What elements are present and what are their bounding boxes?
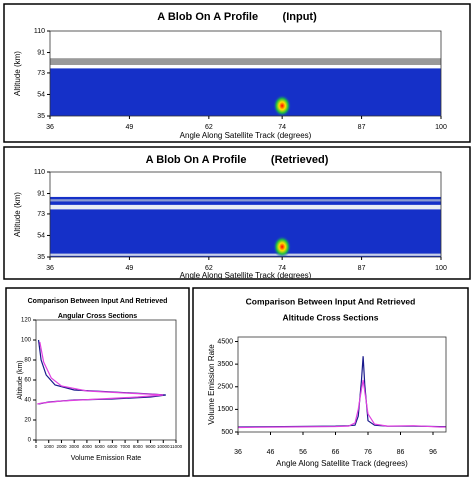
x-tick-label: 46 — [267, 449, 275, 456]
heat-band — [50, 58, 441, 65]
x-tick-label: 10000 — [157, 444, 170, 449]
y-tick-label: 120 — [21, 318, 32, 324]
y-tick-label: 500 — [221, 429, 233, 436]
x-tick-label: 76 — [364, 449, 372, 456]
x-tick-label: 100 — [435, 265, 447, 272]
x-tick-label: 2000 — [56, 444, 67, 449]
x-tick-label: 9000 — [146, 444, 157, 449]
x-tick-label: 100 — [435, 124, 447, 131]
x-tick-label: 36 — [234, 449, 242, 456]
x-tick-label: 3000 — [69, 444, 80, 449]
panel-frame — [5, 287, 190, 477]
x-tick-label: 7000 — [120, 444, 131, 449]
x-axis-label: Angle Along Satellite Track (degrees) — [276, 459, 408, 468]
x-axis-label: Angle Along Satellite Track (degrees) — [180, 271, 312, 280]
chart-title: Altitude Cross Sections — [283, 312, 379, 322]
y-tick-label: 91 — [37, 190, 45, 197]
y-axis-label: Volume Emission Rate — [207, 344, 216, 425]
y-axis-label: Altitude (km) — [13, 51, 22, 96]
x-tick-label: 62 — [205, 124, 213, 131]
line — [237, 379, 446, 429]
x-tick-label: 87 — [358, 265, 366, 272]
y-tick-label: 20 — [24, 418, 31, 424]
chart-title: A Blob On A Profile (Input) — [157, 11, 317, 23]
x-tick-label: 8000 — [133, 444, 144, 449]
x-tick-label: 36 — [46, 124, 54, 131]
heat-band — [50, 68, 441, 116]
panel-frame — [192, 287, 469, 477]
x-axis-label: Angle Along Satellite Track (degrees) — [180, 131, 312, 140]
y-tick-label: 73 — [37, 211, 45, 218]
x-tick-label: 36 — [46, 265, 54, 272]
x-tick-label: 66 — [332, 449, 340, 456]
x-tick-label: 74 — [278, 265, 286, 272]
blob — [273, 94, 292, 117]
x-tick-label: 62 — [205, 265, 213, 272]
y-tick-label: 4500 — [217, 338, 233, 345]
x-tick-label: 74 — [278, 124, 286, 131]
x-tick-label: 96 — [429, 449, 437, 456]
chart-title: Comparison Between Input And Retrieved — [28, 298, 168, 305]
y-tick-label: 80 — [24, 358, 31, 364]
x-tick-label: 6000 — [107, 444, 118, 449]
y-tick-label: 73 — [37, 70, 45, 77]
y-tick-label: 54 — [37, 232, 45, 239]
y-tick-label: 3500 — [217, 361, 233, 368]
plot-frame — [49, 30, 442, 117]
x-tick-label: 49 — [126, 124, 134, 131]
blob — [273, 235, 292, 258]
x-tick-label: 0 — [35, 444, 38, 449]
x-tick-label: 5000 — [95, 444, 106, 449]
heat-band — [50, 253, 441, 256]
y-tick-label: 0 — [28, 438, 32, 444]
y-tick-label: 35 — [37, 254, 45, 261]
x-tick-label: 49 — [126, 265, 134, 272]
y-tick-label: 54 — [37, 91, 45, 98]
chart-title: Angular Cross Sections — [58, 313, 137, 320]
y-tick-label: 110 — [34, 28, 45, 35]
y-tick-label: 60 — [24, 378, 31, 384]
x-tick-label: 11000 — [170, 444, 183, 449]
x-tick-label: 56 — [299, 449, 307, 456]
y-tick-label: 35 — [37, 113, 45, 120]
x-tick-label: 87 — [358, 124, 366, 131]
x-axis-label: Volume Emission Rate — [71, 455, 142, 462]
y-tick-label: 1500 — [217, 406, 233, 413]
chart-title: Comparison Between Input And Retrieved — [246, 296, 416, 306]
line — [37, 341, 164, 405]
y-tick-label: 40 — [24, 398, 31, 404]
heat-band — [50, 204, 441, 210]
y-tick-label: 100 — [21, 338, 32, 344]
y-axis-label: Altitude (km) — [17, 360, 24, 399]
x-tick-label: 1000 — [44, 444, 55, 449]
y-tick-label: 110 — [34, 169, 45, 176]
plot-frame — [49, 171, 442, 258]
plot-frame — [237, 336, 447, 433]
chart-title: A Blob On A Profile (Retrieved) — [146, 154, 329, 166]
heat-band — [50, 199, 441, 202]
y-tick-label: 2500 — [217, 384, 233, 391]
x-tick-label: 4000 — [82, 444, 93, 449]
x-tick-label: 86 — [397, 449, 405, 456]
y-tick-label: 91 — [37, 49, 45, 56]
y-axis-label: Altitude (km) — [13, 192, 22, 237]
